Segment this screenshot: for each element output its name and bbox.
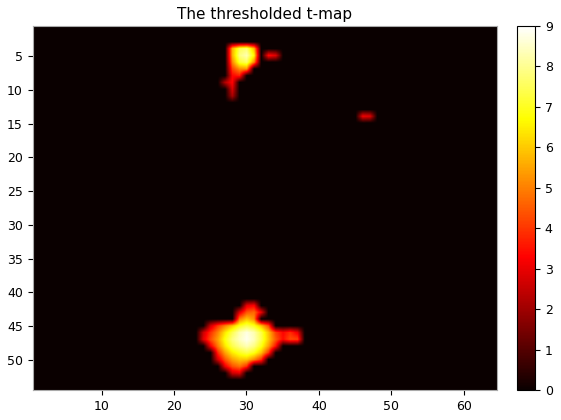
Title: The thresholded t-map: The thresholded t-map: [177, 7, 352, 22]
